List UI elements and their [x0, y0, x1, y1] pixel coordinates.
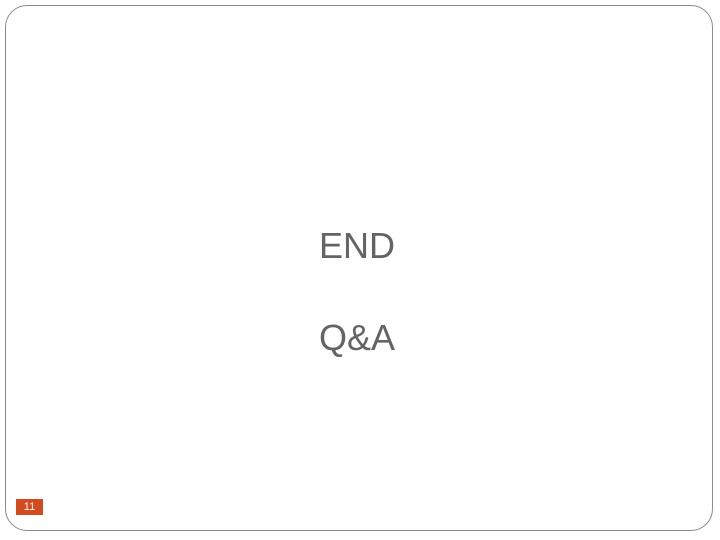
slide-frame	[5, 5, 713, 531]
content-spacer	[0, 268, 714, 316]
qa-text: Q&A	[318, 317, 396, 358]
slide-content: END Q&A	[0, 224, 714, 360]
slide-number-badge: 11	[16, 499, 43, 515]
end-text: END	[318, 225, 395, 266]
